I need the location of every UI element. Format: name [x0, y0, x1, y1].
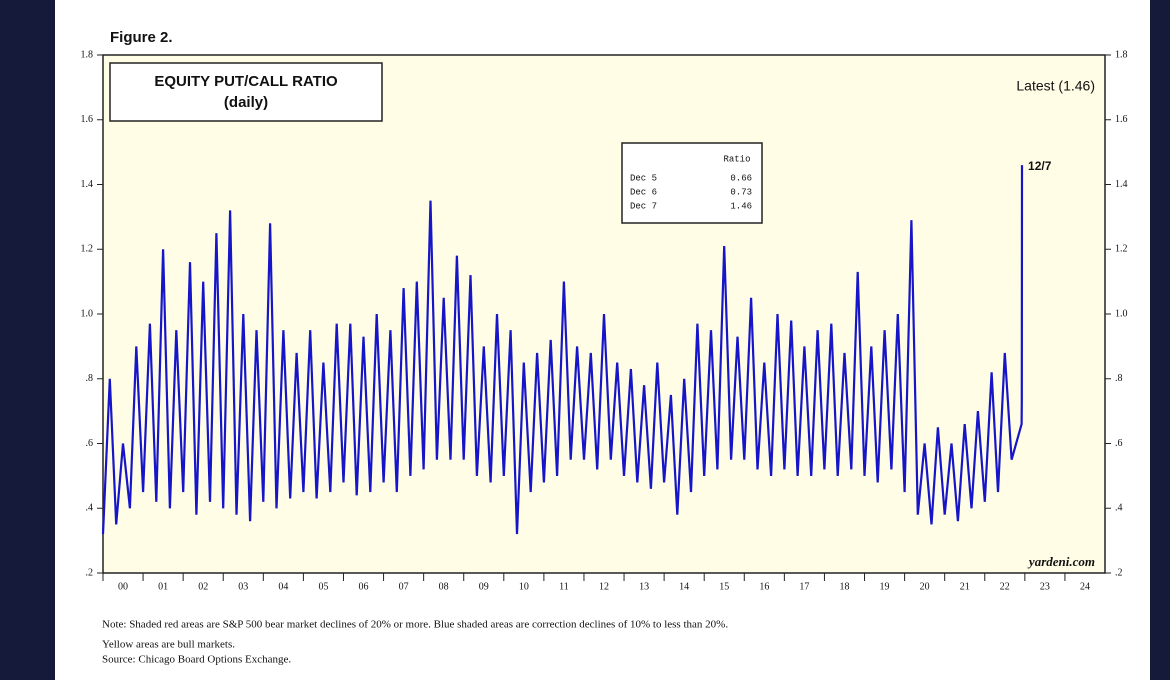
- annotation: 12/7: [1028, 159, 1052, 173]
- x-tick-label: 08: [439, 581, 449, 592]
- x-tick-label: 22: [1000, 581, 1010, 592]
- y-tick-label: .2: [86, 567, 94, 578]
- x-tick-label: 13: [639, 581, 649, 592]
- x-tick-label: 01: [158, 581, 168, 592]
- table-value: 0.66: [730, 173, 752, 183]
- table-date: Dec 7: [630, 201, 657, 211]
- x-tick-label: 17: [799, 581, 809, 592]
- x-tick-label: 03: [238, 581, 248, 592]
- latest-label: Latest (1.46): [1016, 78, 1095, 94]
- x-tick-label: 05: [318, 581, 328, 592]
- series-line: [101, 165, 1024, 535]
- x-tick-label: 12: [599, 581, 609, 592]
- y2-tick-label: 1.4: [1115, 179, 1128, 190]
- y-tick-label: 1.8: [81, 49, 94, 60]
- y-tick-label: 1.6: [81, 114, 94, 125]
- y2-tick-label: .2: [1115, 567, 1123, 578]
- y2-tick-label: .4: [1115, 503, 1123, 514]
- y-tick-label: 1.0: [81, 308, 94, 319]
- x-tick-label: 02: [198, 581, 208, 592]
- chart-subtitle: (daily): [224, 94, 268, 111]
- y2-tick-label: 1.8: [1115, 49, 1128, 60]
- x-tick-label: 15: [719, 581, 729, 592]
- y2-tick-label: 1.6: [1115, 114, 1128, 125]
- title-box: [109, 62, 383, 122]
- y2-tick-label: .8: [1115, 373, 1123, 384]
- x-tick-label: 20: [920, 581, 930, 592]
- table-value: 1.46: [730, 201, 752, 211]
- y-tick-label: .4: [86, 503, 94, 514]
- table-box: [621, 142, 763, 224]
- x-tick-label: 04: [278, 581, 288, 592]
- y-tick-label: .6: [86, 438, 94, 449]
- x-tick-label: 11: [559, 581, 569, 592]
- x-tick-label: 09: [479, 581, 489, 592]
- table-date: Dec 5: [630, 173, 657, 183]
- x-tick-label: 16: [759, 581, 769, 592]
- chart-title: EQUITY PUT/CALL RATIO: [154, 73, 338, 90]
- x-tick-label: 24: [1080, 581, 1090, 592]
- note: Source: Chicago Board Options Exchange.: [102, 654, 291, 666]
- x-tick-label: 06: [359, 581, 369, 592]
- y2-tick-label: 1.2: [1115, 244, 1128, 255]
- credit: yardeni.com: [1027, 554, 1095, 569]
- table-date: Dec 6: [630, 187, 657, 197]
- x-tick-label: 19: [880, 581, 890, 592]
- table-value: 0.73: [730, 187, 752, 197]
- x-tick-label: 00: [118, 581, 128, 592]
- x-tick-label: 14: [679, 581, 689, 592]
- x-tick-label: 10: [519, 581, 529, 592]
- y-tick-label: 1.4: [81, 179, 94, 190]
- note: Note: Shaded red areas are S&P 500 bear …: [102, 619, 728, 631]
- note: Yellow areas are bull markets.: [102, 639, 235, 651]
- y2-tick-label: .6: [1115, 438, 1123, 449]
- y-tick-label: 1.2: [81, 244, 94, 255]
- x-tick-label: 07: [399, 581, 409, 592]
- table-header: Ratio: [723, 154, 750, 164]
- x-tick-label: 18: [839, 581, 849, 592]
- x-tick-label: 23: [1040, 581, 1050, 592]
- y2-tick-label: 1.0: [1115, 308, 1128, 319]
- y-tick-label: .8: [86, 373, 94, 384]
- figure-label: Figure 2.: [110, 29, 173, 46]
- x-tick-label: 21: [960, 581, 970, 592]
